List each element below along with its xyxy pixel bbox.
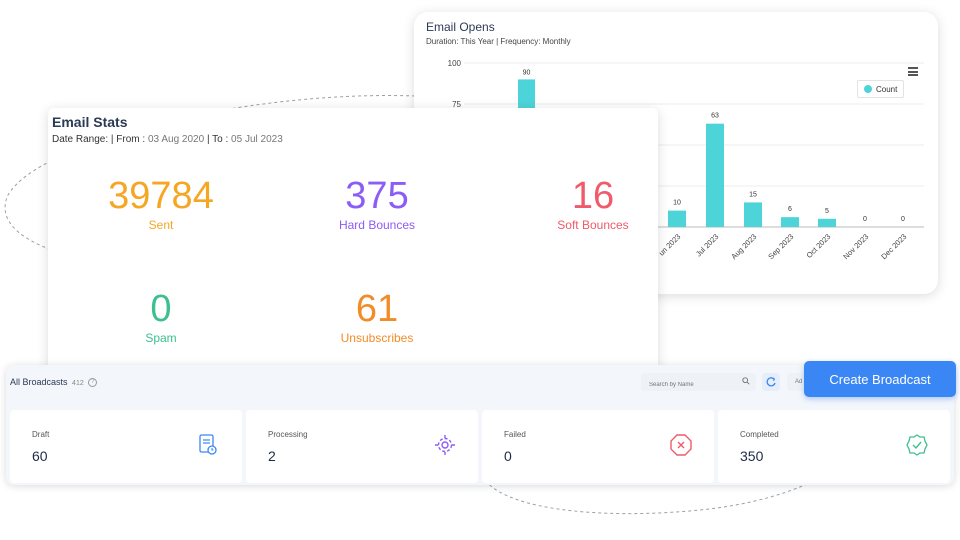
x-tick-label: Dec 2023 [879, 232, 908, 261]
bar [706, 123, 724, 227]
tile-value: 60 [32, 448, 48, 464]
bar [744, 202, 762, 227]
help-icon[interactable]: ? [88, 378, 98, 388]
stat-label: Hard Bounces [338, 218, 416, 232]
stat-value: 16 [571, 175, 615, 217]
tile-processing[interactable]: Processing 2 [246, 410, 478, 483]
data-label: 90 [523, 69, 531, 76]
tile-completed[interactable]: Completed 350 [718, 410, 950, 483]
tile-label: Processing [268, 430, 308, 439]
data-label: 6 [788, 206, 792, 213]
refresh-icon [766, 377, 776, 387]
stat-unsubscribes: 61 Unsubscribes [277, 289, 477, 345]
date-range: Date Range: | From : 03 Aug 2020 | To : … [52, 134, 283, 145]
create-broadcast-button[interactable]: Create Broadcast [804, 361, 956, 397]
check-badge-icon [906, 434, 928, 456]
tile-value: 350 [740, 448, 764, 464]
x-tick-label: un 2023 [657, 232, 683, 258]
x-tick-label: Sep 2023 [766, 232, 795, 261]
y-tick-label: 100 [448, 59, 462, 68]
refresh-button[interactable] [762, 373, 780, 391]
stat-soft-bounces: 16 Soft Bounces [493, 176, 693, 232]
date-range-prefix: Date Range: | From : [52, 134, 146, 145]
tile-label: Completed [740, 430, 779, 439]
search-box [641, 373, 756, 394]
tile-draft[interactable]: Draft 60 [10, 410, 242, 483]
data-label: 15 [749, 191, 757, 198]
stat-value: 375 [345, 175, 409, 217]
chart-legend[interactable]: Count [857, 80, 905, 98]
gear-icon [435, 435, 455, 455]
stat-label: Spam [145, 331, 177, 345]
tile-label: Draft [32, 430, 50, 439]
x-tick-label: Nov 2023 [841, 232, 870, 261]
search-icon[interactable] [742, 377, 750, 385]
stat-label: Unsubscribes [340, 331, 414, 345]
legend-dot [864, 85, 872, 93]
stat-label: Sent [148, 218, 174, 232]
broadcasts-title: All Broadcasts [10, 377, 68, 387]
stat-value: 39784 [108, 175, 214, 217]
email-opens-title: Email Opens [426, 20, 495, 34]
bar [818, 218, 836, 227]
stat-value: 61 [355, 288, 399, 330]
bar [781, 217, 799, 227]
stat-value: 0 [150, 288, 172, 330]
y-tick-label: 75 [452, 100, 461, 109]
search-input[interactable] [641, 376, 744, 394]
data-label: 0 [901, 216, 905, 223]
tile-value: 0 [504, 448, 512, 464]
tile-value: 2 [268, 448, 276, 464]
failed-octagon-icon [670, 434, 692, 456]
x-tick-label: Oct 2023 [805, 232, 833, 260]
legend-label: Count [876, 84, 898, 94]
stat-spam: 0 Spam [61, 289, 261, 345]
email-stats-card: Email Stats Date Range: | From : 03 Aug … [48, 108, 658, 398]
document-clock-icon [199, 434, 217, 455]
email-opens-subtitle: Duration: This Year | Frequency: Monthly [426, 37, 571, 46]
date-range-mid: | To : [206, 134, 229, 145]
tile-label: Failed [504, 430, 526, 439]
broadcasts-header: All Broadcasts 412 ? [10, 377, 98, 388]
from-date: 03 Aug 2020 [147, 134, 205, 145]
data-label: 63 [711, 113, 719, 120]
email-stats-title: Email Stats [52, 114, 128, 130]
stat-sent: 39784 Sent [61, 176, 261, 232]
x-tick-label: Jul 2023 [694, 232, 720, 258]
data-label: 0 [863, 216, 867, 223]
to-date: 05 Jul 2023 [231, 134, 283, 145]
data-label: 5 [825, 208, 829, 215]
x-tick-label: Aug 2023 [729, 232, 758, 261]
tile-failed[interactable]: Failed 0 [482, 410, 714, 483]
stat-label: Soft Bounces [557, 218, 629, 232]
menu-icon[interactable] [908, 67, 918, 76]
broadcasts-count: 412 [72, 380, 84, 387]
stat-hard-bounces: 375 Hard Bounces [277, 176, 477, 232]
